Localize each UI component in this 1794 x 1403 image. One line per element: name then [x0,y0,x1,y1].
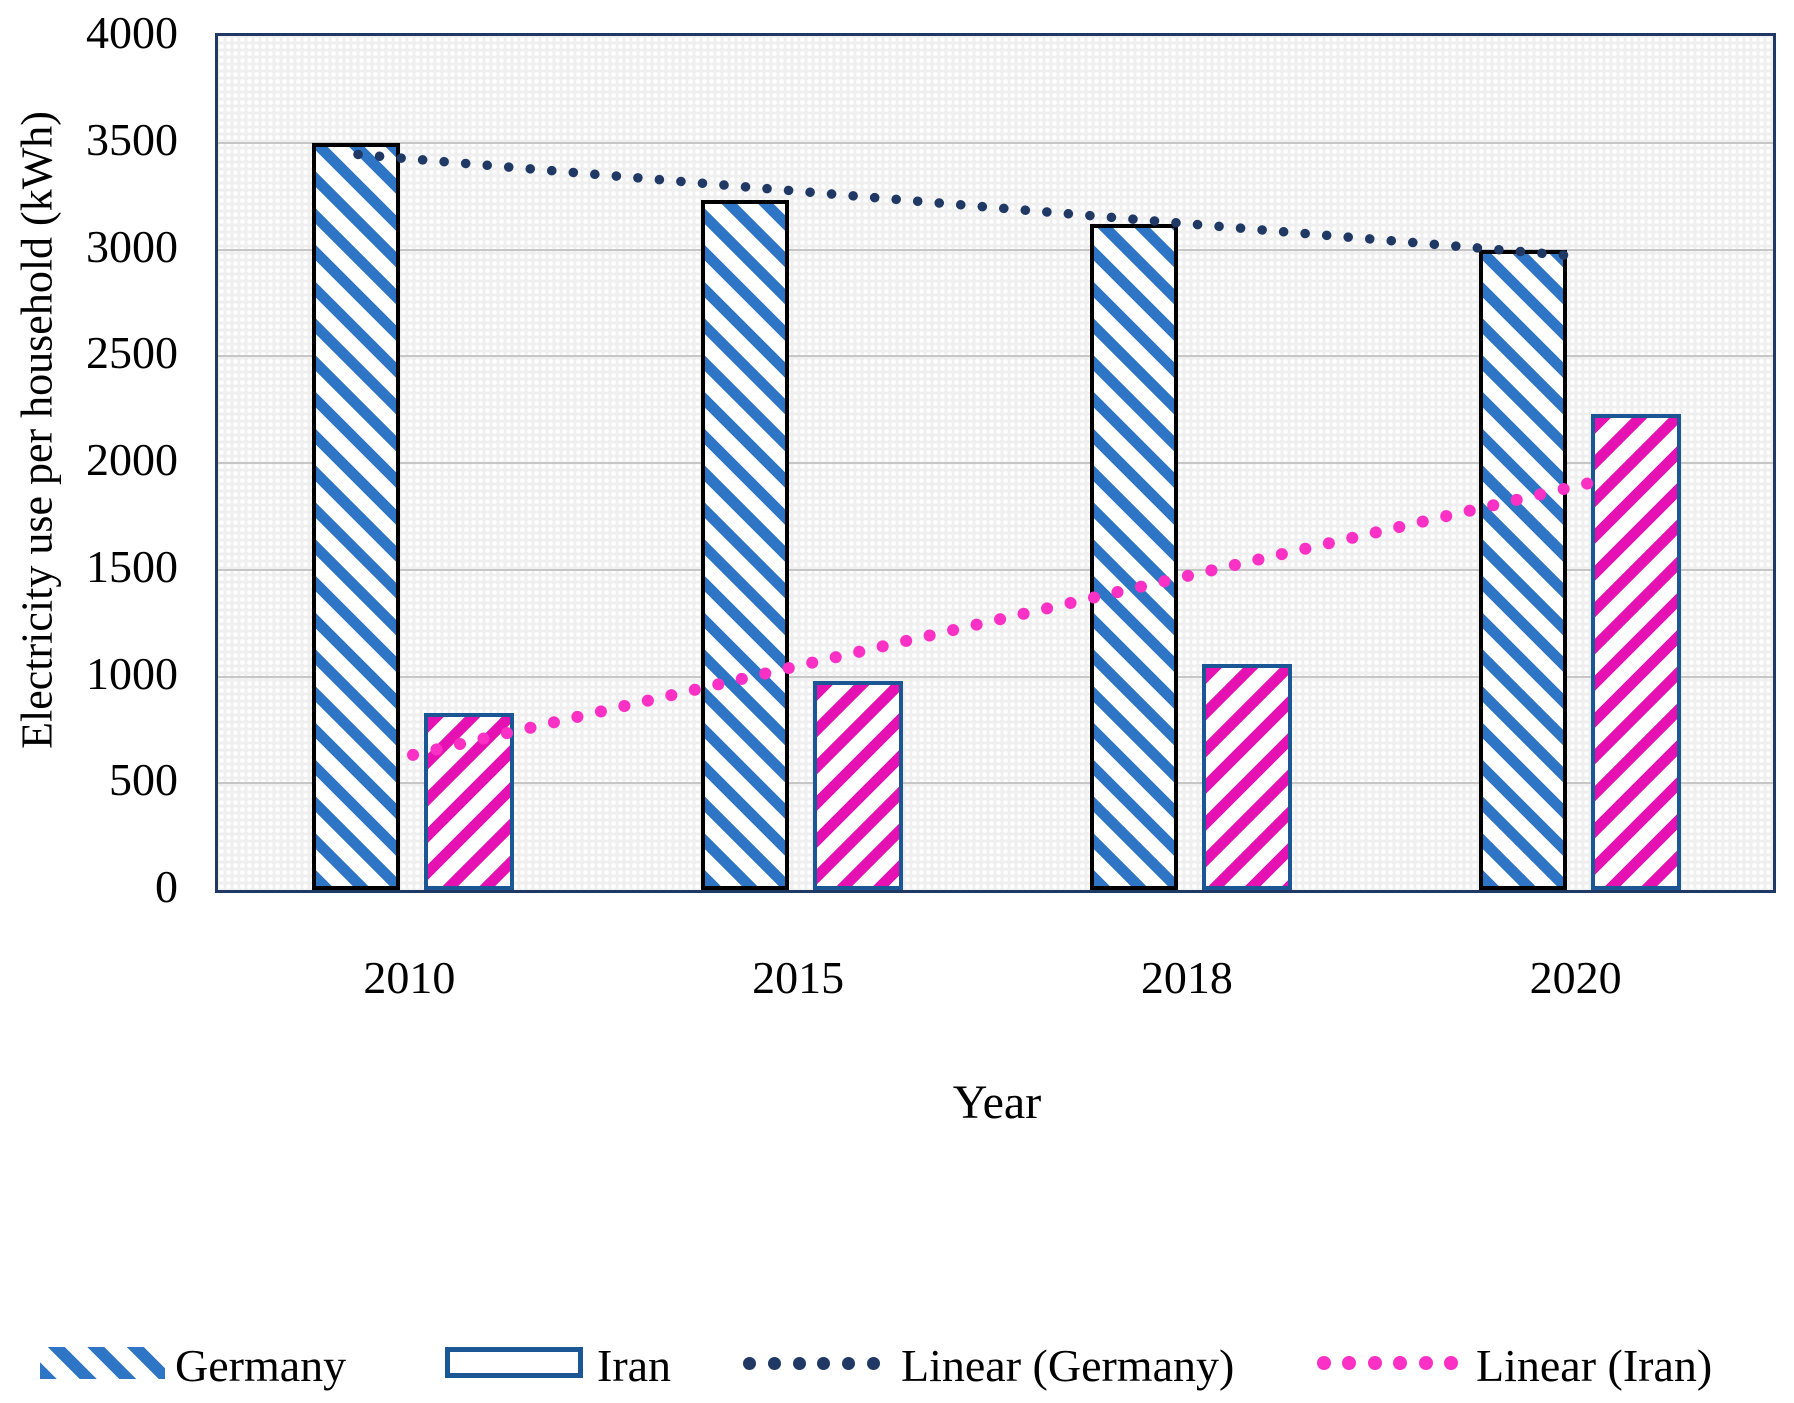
legend-label-iran: Iran [597,1340,672,1391]
legend-dot [1418,1356,1433,1370]
legend-swatch-germany [40,1347,165,1379]
legend-label-linear-iran: Linear (Iran) [1476,1340,1713,1391]
legend-dot [817,1357,831,1370]
y-tick-label-2500: 2500 [86,327,178,379]
gridline-2000 [218,462,1773,464]
bar-germany-2020 [1478,249,1567,890]
legend-dot [1317,1356,1331,1370]
gridline-3000 [218,248,1773,251]
legend-swatch-iran [445,1347,583,1378]
bar-iran-2020 [1590,413,1681,890]
legend-dot [743,1357,756,1370]
legend-dot [1393,1356,1408,1370]
y-tick-label-0: 0 [155,861,178,912]
legend-dot [792,1357,806,1370]
gridline-1000 [218,675,1773,678]
gridline-1500 [218,568,1773,571]
trendlines-layer [353,149,1599,761]
bar-germany-2010 [312,142,401,890]
bar-germany-2018 [1089,223,1178,890]
legend-dot [767,1357,781,1370]
y-tick-label-4000: 4000 [86,7,178,58]
y-tick-label-3000: 3000 [86,220,178,272]
legend-dot [842,1357,856,1370]
y-tick-label-1000: 1000 [86,647,178,699]
bar-iran-2015 [813,680,904,890]
x-tick-label-2018: 2018 [1140,952,1233,1003]
legend-dots-linear-germany [743,1357,880,1370]
y-tick-label-500: 500 [109,754,178,806]
gridline-3500 [218,141,1773,144]
y-tick-label-2000: 2000 [86,434,178,485]
legend-label-germany: Germany [175,1340,347,1391]
bar-iran-2010 [424,712,515,890]
x-tick-label-2020: 2020 [1529,952,1622,1003]
x-axis-title: Year [952,1076,1042,1129]
y-tick-label-1500: 1500 [86,540,178,592]
gridline-2500 [218,355,1773,358]
gridline-500 [218,782,1773,785]
x-tick-label-2015: 2015 [752,952,845,1003]
trendline-linear-germany- [353,149,1578,261]
bar-iran-2018 [1201,663,1292,890]
legend-dot [866,1357,880,1370]
legend-dot [1342,1356,1357,1370]
y-tick-label-3500: 3500 [86,113,178,165]
legend-dots-linear-iran [1317,1356,1458,1370]
bar-germany-2015 [701,200,790,890]
legend-dot [1443,1356,1458,1370]
legend-dot [1367,1356,1382,1370]
x-tick-label-2010: 2010 [363,952,456,1003]
plot-area [215,33,1776,893]
legend-label-linear-germany: Linear (Germany) [901,1340,1235,1391]
trendline-linear-iran- [407,476,1599,761]
